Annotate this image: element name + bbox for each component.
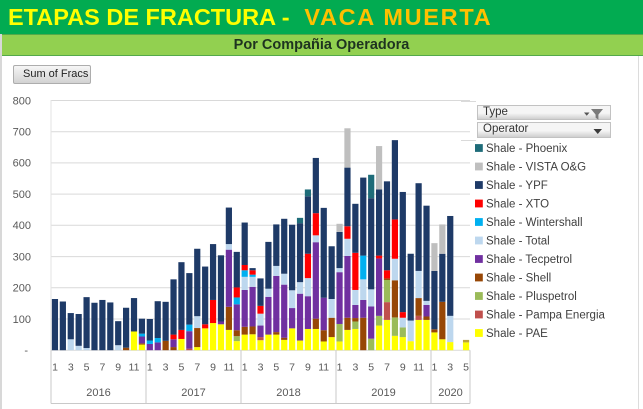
svg-text:9: 9	[210, 362, 216, 374]
svg-text:Shale - Tecpetrol: Shale - Tecpetrol	[486, 254, 572, 266]
svg-text:3: 3	[258, 362, 264, 374]
svg-text:200: 200	[13, 283, 31, 295]
svg-text:700: 700	[13, 127, 31, 139]
svg-text:Shale - Wintershall: Shale - Wintershall	[486, 217, 583, 229]
svg-text:Shale - Pampa Energia: Shale - Pampa Energia	[486, 310, 606, 322]
svg-text:5: 5	[273, 362, 279, 374]
svg-text:Shale - Phoenix: Shale - Phoenix	[486, 143, 567, 155]
svg-text:1: 1	[431, 362, 437, 374]
svg-text:9: 9	[400, 362, 406, 374]
svg-text:1: 1	[242, 362, 248, 374]
svg-text:Shale - Shell: Shale - Shell	[486, 273, 551, 285]
svg-text:Shale - Pluspetrol: Shale - Pluspetrol	[486, 291, 577, 303]
svg-text:7: 7	[289, 362, 295, 374]
svg-text:1: 1	[337, 362, 343, 374]
svg-text:5: 5	[178, 362, 184, 374]
svg-text:5: 5	[368, 362, 374, 374]
svg-text:11: 11	[318, 362, 329, 374]
svg-text:11: 11	[129, 362, 140, 374]
svg-text:Shale - VISTA O&G: Shale - VISTA O&G	[486, 162, 586, 174]
svg-text:2020: 2020	[438, 387, 462, 399]
svg-text:300: 300	[13, 251, 31, 263]
svg-text:9: 9	[115, 362, 121, 374]
svg-text:2019: 2019	[371, 387, 395, 399]
svg-text:2017: 2017	[181, 387, 205, 399]
svg-text:2016: 2016	[86, 387, 110, 399]
svg-text:5: 5	[84, 362, 90, 374]
svg-text:600: 600	[13, 158, 31, 170]
svg-text:800: 800	[13, 95, 31, 107]
svg-text:11: 11	[413, 362, 424, 374]
svg-text:7: 7	[99, 362, 105, 374]
svg-text:5: 5	[463, 362, 469, 374]
svg-text:11: 11	[223, 362, 234, 374]
svg-text:-: -	[24, 345, 28, 357]
svg-text:500: 500	[13, 189, 31, 201]
svg-text:1: 1	[147, 362, 153, 374]
svg-text:3: 3	[447, 362, 453, 374]
svg-text:Shale - Total: Shale - Total	[486, 236, 550, 248]
svg-text:3: 3	[68, 362, 74, 374]
svg-text:9: 9	[305, 362, 311, 374]
svg-text:3: 3	[163, 362, 169, 374]
svg-text:1: 1	[52, 362, 58, 374]
svg-text:2018: 2018	[276, 387, 300, 399]
svg-text:Shale - PAE: Shale - PAE	[486, 328, 548, 340]
svg-text:Shale - YPF: Shale - YPF	[486, 180, 548, 192]
svg-text:7: 7	[194, 362, 200, 374]
svg-text:100: 100	[13, 314, 31, 326]
svg-text:Shale - XTO: Shale - XTO	[486, 199, 549, 211]
svg-text:400: 400	[13, 220, 31, 232]
svg-text:7: 7	[384, 362, 390, 374]
svg-text:3: 3	[352, 362, 358, 374]
